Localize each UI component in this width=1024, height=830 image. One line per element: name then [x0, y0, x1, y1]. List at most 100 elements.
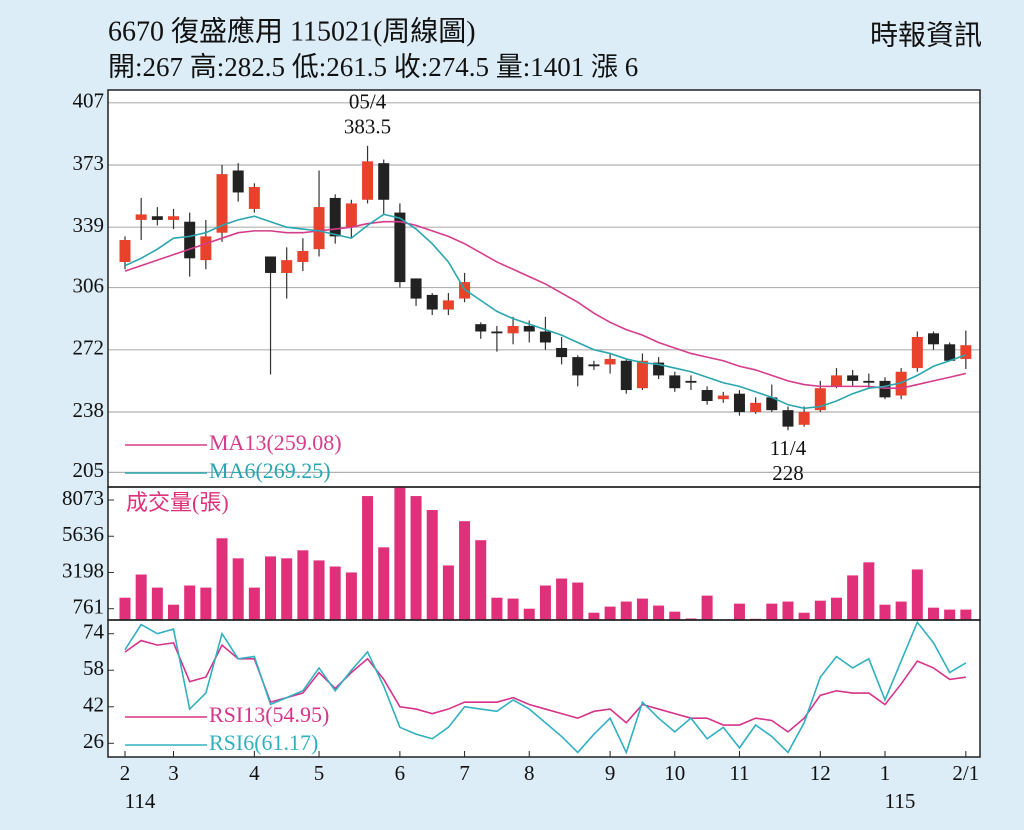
- candle-body: [184, 221, 196, 259]
- panel-frame: [107, 619, 981, 758]
- candle-body: [944, 344, 956, 361]
- y-tick-label: 74: [83, 620, 105, 644]
- candle-body: [928, 333, 939, 345]
- volume-bar: [410, 496, 422, 620]
- x-tick-label: 9: [605, 761, 616, 785]
- y-tick-label: 42: [83, 693, 104, 717]
- volume-bar: [669, 611, 681, 620]
- candle-body: [572, 357, 584, 376]
- candle-body: [636, 360, 648, 389]
- volume-bar: [782, 601, 794, 620]
- candle-body: [911, 336, 923, 369]
- volume-bar: [378, 547, 390, 620]
- candle-body: [620, 360, 632, 391]
- volume-bar: [507, 598, 519, 620]
- annotation-date: 05/4: [349, 90, 387, 114]
- candle-body: [313, 207, 325, 250]
- candle-body: [362, 161, 374, 200]
- candle-body: [766, 397, 778, 411]
- title: 6670 復盛應用 115021(周線圖): [108, 15, 476, 47]
- annotation-value: 228: [772, 461, 804, 485]
- volume-bar: [394, 487, 406, 620]
- y-tick-label: 272: [73, 336, 105, 360]
- candle-body: [345, 203, 357, 228]
- volume-bar: [604, 606, 616, 620]
- x-tick-label: 10: [664, 761, 685, 785]
- candle-body: [135, 214, 147, 220]
- candle-body: [297, 250, 309, 262]
- candle-body: [750, 402, 762, 412]
- volume-bar: [895, 601, 907, 620]
- candle-body: [523, 326, 535, 332]
- volume-bar: [200, 587, 212, 620]
- volume-bar: [620, 601, 632, 620]
- volume-bar: [539, 585, 551, 620]
- candle-body: [426, 294, 438, 310]
- candle-body: [216, 174, 228, 233]
- candle-body: [782, 410, 794, 427]
- volume-bar: [879, 604, 891, 620]
- volume-bar: [863, 562, 875, 620]
- candle-body: [895, 371, 907, 396]
- volume-bar: [459, 521, 471, 620]
- candle-body: [960, 345, 972, 359]
- volume-bar: [345, 572, 357, 620]
- volume-bar: [944, 609, 956, 620]
- x-tick-label: 6: [395, 761, 406, 785]
- year-label: 114: [125, 789, 156, 813]
- volume-bar: [329, 566, 341, 620]
- x-tick-label: 11: [729, 761, 749, 785]
- y-tick-label: 339: [73, 213, 105, 237]
- x-tick-label: 5: [314, 761, 325, 785]
- x-tick-label: 2/1: [952, 761, 979, 785]
- candle-body: [847, 375, 859, 381]
- candle-body: [475, 324, 487, 332]
- x-tick-label: 7: [459, 761, 470, 785]
- volume-bar: [523, 608, 535, 620]
- y-tick-label: 407: [73, 89, 105, 113]
- volume-bar: [119, 597, 131, 620]
- volume-bar: [151, 587, 163, 620]
- volume-bar: [362, 496, 374, 620]
- candle-body: [701, 390, 713, 402]
- candle-body: [556, 347, 568, 358]
- candle-body: [442, 300, 454, 310]
- candle-body: [669, 375, 681, 389]
- volume-bar: [653, 605, 665, 620]
- candle-body: [733, 393, 745, 412]
- y-tick-label: 306: [73, 273, 105, 297]
- y-tick-label: 238: [73, 398, 105, 422]
- y-tick-label: 373: [73, 151, 105, 175]
- candle-body: [394, 212, 406, 283]
- source: 時報資訊: [870, 19, 982, 51]
- volume-bar: [572, 582, 584, 620]
- candle-body: [329, 197, 341, 237]
- volume-bar: [798, 612, 810, 620]
- volume-bar: [297, 550, 309, 620]
- volume-bar: [830, 597, 842, 620]
- candle-body: [798, 411, 810, 425]
- annotation-value: 383.5: [344, 115, 391, 139]
- candle-body: [717, 395, 729, 400]
- x-tick-label: 4: [249, 761, 260, 785]
- candle-body: [378, 163, 390, 200]
- volume-bar: [636, 598, 648, 620]
- volume-bar: [232, 558, 244, 620]
- volume-bar: [168, 604, 180, 620]
- volume-bar: [442, 565, 454, 620]
- x-tick-label: 2: [120, 761, 131, 785]
- x-tick-label: 3: [168, 761, 179, 785]
- quote: 開:267 高:282.5 低:261.5 收:274.5 量:1401 漲 6: [108, 52, 638, 82]
- candle-body: [507, 326, 519, 334]
- volume-bar: [426, 510, 438, 620]
- line: [124, 213, 967, 410]
- line: [124, 220, 967, 390]
- volume-bar: [248, 587, 260, 620]
- candle-body: [588, 364, 600, 367]
- candle-body: [168, 216, 180, 220]
- candle-body: [863, 380, 875, 383]
- volume-bar: [766, 603, 778, 620]
- candle-body: [879, 380, 891, 398]
